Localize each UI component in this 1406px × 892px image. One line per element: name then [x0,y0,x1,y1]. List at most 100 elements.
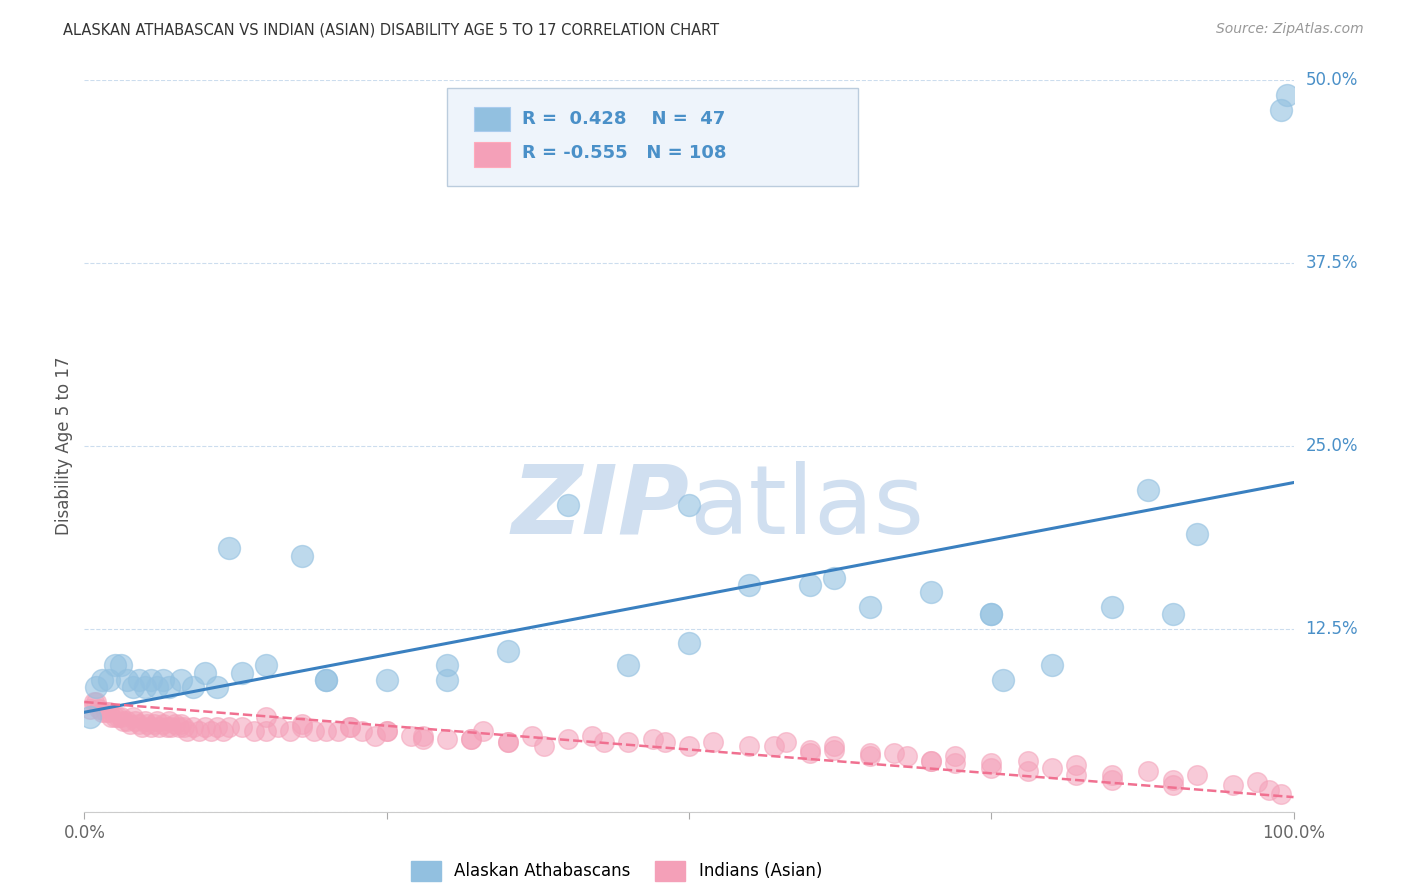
Point [110,658,132,673]
Point [155,720,177,734]
Point [83,695,105,709]
Point [87,702,110,716]
Point [110,709,132,723]
Point [436,673,458,687]
Point [291,549,314,563]
Text: 37.5%: 37.5% [1306,254,1358,272]
Point [678,636,700,650]
Point [160,720,183,734]
Text: 12.5%: 12.5% [1306,620,1358,638]
Point [702,734,724,748]
FancyBboxPatch shape [474,142,510,167]
Point [943,756,966,771]
Point [859,749,882,764]
Point [152,717,174,731]
Point [115,714,138,728]
Point [278,724,301,739]
Point [194,665,217,680]
Point [139,720,162,734]
Point [315,673,337,687]
Point [218,541,240,556]
Point [799,578,821,592]
Point [920,754,942,768]
Text: Source: ZipAtlas.com: Source: ZipAtlas.com [1216,22,1364,37]
Point [496,734,519,748]
FancyBboxPatch shape [447,87,858,186]
Point [170,717,193,731]
Point [157,681,180,695]
Point [173,720,195,734]
Text: 50.0%: 50.0% [1306,71,1358,89]
Point [1040,658,1063,673]
Point [1161,778,1184,792]
Point [207,681,229,695]
Point [943,749,966,764]
Point [593,734,616,748]
Point [152,673,174,687]
Point [823,739,845,753]
Point [79,709,101,723]
Point [1185,768,1208,782]
Point [823,571,845,585]
Point [291,720,314,734]
Point [1064,758,1087,772]
Point [738,739,761,753]
Point [1040,761,1063,775]
Point [375,724,398,739]
Point [557,731,579,746]
Point [920,754,942,768]
Text: ALASKAN ATHABASCAN VS INDIAN (ASIAN) DISABILITY AGE 5 TO 17 CORRELATION CHART: ALASKAN ATHABASCAN VS INDIAN (ASIAN) DIS… [63,22,720,37]
Point [79,702,101,716]
Point [1137,764,1160,778]
Point [1101,772,1123,787]
Point [1185,526,1208,541]
Point [980,761,1002,775]
Point [533,739,555,753]
Point [617,734,640,748]
Point [254,658,277,673]
Point [352,724,374,739]
Point [1246,775,1268,789]
Point [212,724,235,739]
Point [1277,87,1299,102]
Point [1222,778,1244,792]
Point [496,734,519,748]
Point [231,720,253,734]
Text: R =  0.428    N =  47: R = 0.428 N = 47 [522,110,725,128]
Point [993,673,1015,687]
Point [128,717,150,731]
Point [104,709,127,723]
Point [328,724,350,739]
Point [146,714,169,728]
Point [363,729,385,743]
Point [678,498,700,512]
Point [460,731,482,746]
Point [176,724,198,739]
Point [128,673,150,687]
Point [436,731,458,746]
Point [167,720,190,734]
Point [896,749,918,764]
Point [472,724,495,739]
Point [124,714,146,728]
Point [617,658,640,673]
Point [121,709,143,723]
Point [520,729,543,743]
Point [1270,103,1292,117]
Point [581,729,603,743]
Point [291,717,314,731]
Point [980,756,1002,771]
Point [86,695,108,709]
Point [207,720,229,734]
Point [775,734,797,748]
Point [134,714,156,728]
Point [163,717,186,731]
Point [315,724,337,739]
Point [148,720,170,734]
Point [315,673,337,687]
Point [1101,599,1123,614]
Point [1161,772,1184,787]
Legend: Alaskan Athabascans, Indians (Asian): Alaskan Athabascans, Indians (Asian) [404,854,828,888]
Point [496,644,519,658]
Point [134,681,156,695]
